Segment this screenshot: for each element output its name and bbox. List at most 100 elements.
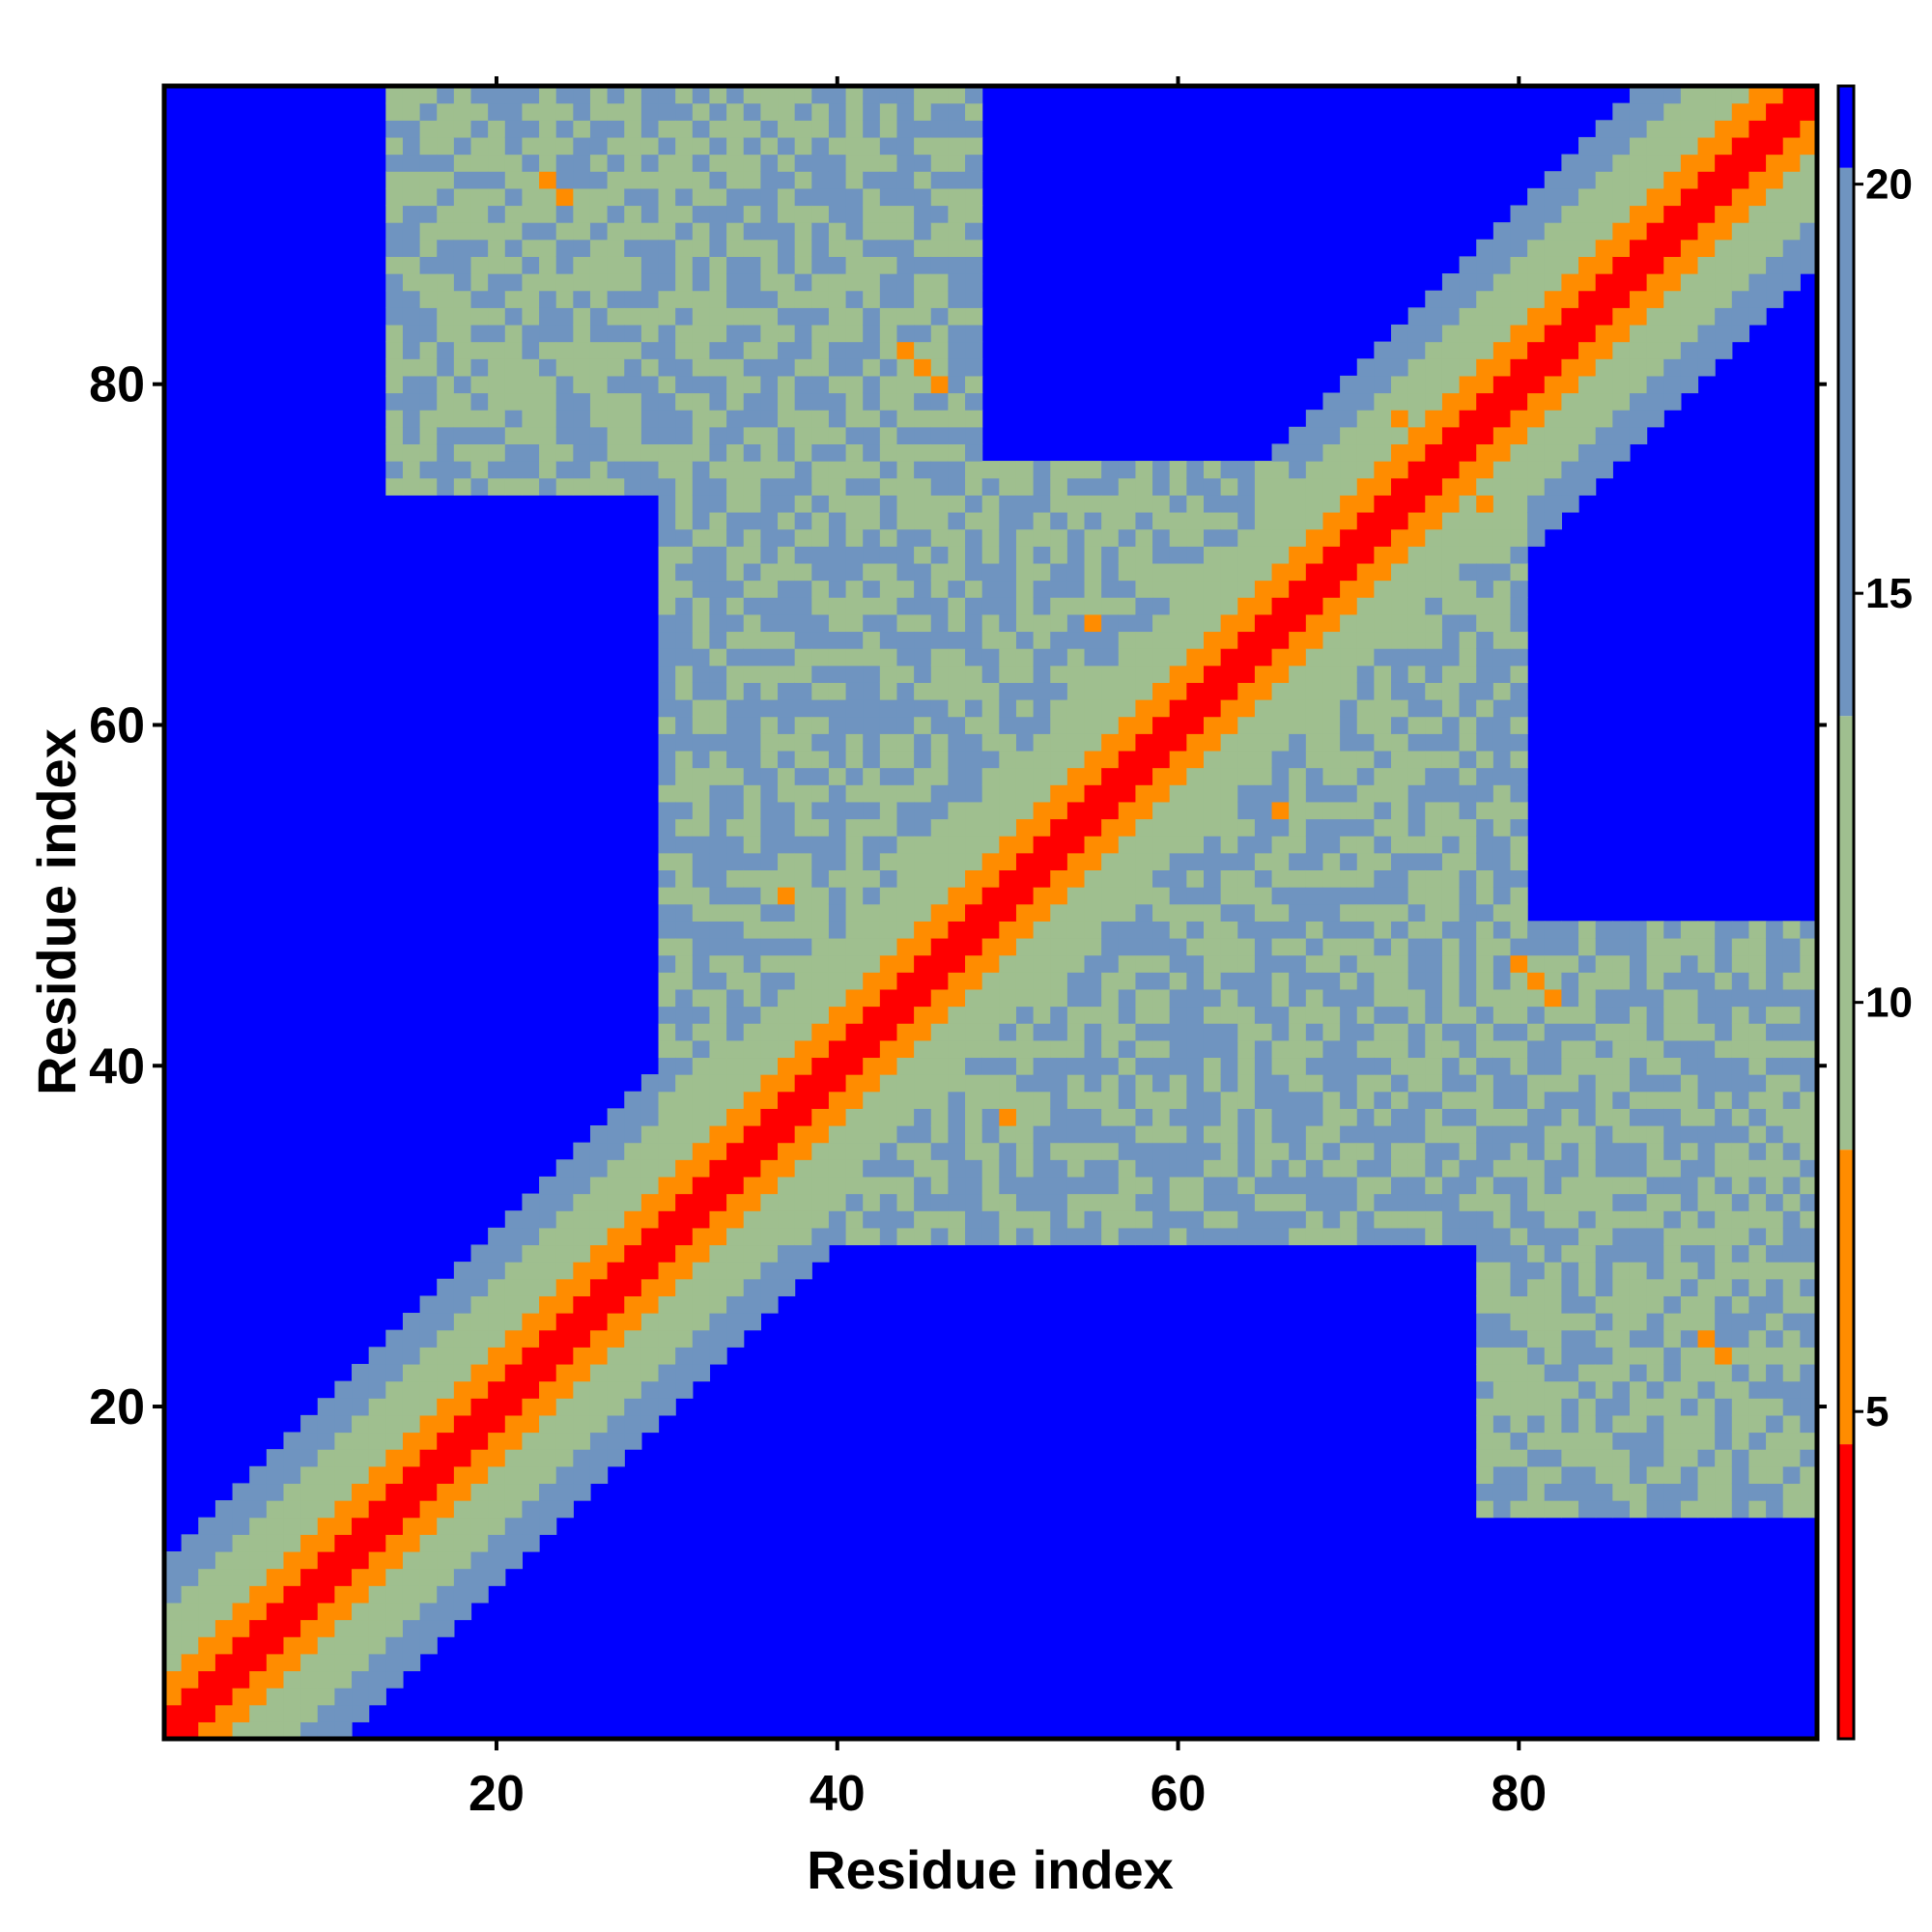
heatmap-cell: [1101, 546, 1120, 564]
heatmap-cell: [1492, 256, 1512, 274]
heatmap-cell: [1374, 682, 1392, 700]
heatmap-cell: [1289, 443, 1307, 462]
heatmap-cell: [607, 1262, 625, 1280]
heatmap-cell: [402, 256, 421, 274]
heatmap-cell: [896, 1210, 915, 1229]
heatmap-cell: [828, 750, 847, 769]
heatmap-cell: [1220, 954, 1238, 973]
heatmap-cell: [453, 392, 472, 411]
heatmap-cell: [1663, 341, 1682, 359]
heatmap-cell: [1356, 443, 1375, 462]
heatmap-cell: [1289, 767, 1307, 785]
heatmap-cell: [794, 307, 812, 326]
heatmap-cell: [1731, 86, 1750, 104]
heatmap-cell: [658, 426, 676, 445]
heatmap-cell: [1731, 1159, 1750, 1178]
heatmap-cell: [1476, 1074, 1494, 1093]
heatmap-cell: [1527, 988, 1546, 1008]
heatmap-cell: [1766, 1380, 1784, 1399]
heatmap-cell: [1492, 1262, 1512, 1280]
heatmap-cell: [488, 222, 506, 241]
heatmap-cell: [1152, 801, 1171, 820]
heatmap-cell: [1510, 1432, 1528, 1450]
heatmap-cell: [1663, 222, 1682, 241]
heatmap-cell: [948, 1124, 966, 1144]
heatmap-cell: [1356, 733, 1375, 752]
heatmap-cell: [1322, 392, 1341, 411]
heatmap-cell: [1441, 903, 1461, 922]
heatmap-cell: [1766, 205, 1784, 223]
heatmap-cell: [709, 1057, 727, 1075]
heatmap-cell: [1066, 1124, 1086, 1144]
heatmap-cell: [914, 1057, 932, 1075]
heatmap-cell: [488, 341, 506, 359]
heatmap-cell: [675, 120, 694, 138]
heatmap-cell: [1356, 495, 1375, 513]
heatmap-cell: [1748, 1329, 1767, 1348]
heatmap-cell: [352, 1380, 370, 1399]
heatmap-cell: [368, 1534, 386, 1552]
heatmap-cell: [811, 1159, 830, 1178]
heatmap-cell: [1015, 511, 1035, 530]
heatmap-cell: [300, 1585, 319, 1604]
heatmap-cell: [863, 1057, 881, 1075]
heatmap-cell: [1305, 921, 1324, 939]
heatmap-cell: [1118, 801, 1137, 820]
heatmap-cell: [948, 1159, 966, 1178]
heatmap-cell: [930, 1124, 949, 1144]
heatmap-cell: [607, 1278, 625, 1296]
heatmap-cell: [1254, 988, 1273, 1008]
heatmap-cell: [1731, 1483, 1750, 1501]
heatmap-cell: [811, 988, 830, 1008]
heatmap-cell: [930, 921, 949, 939]
heatmap-cell: [914, 86, 932, 104]
heatmap-cell: [1050, 767, 1068, 785]
heatmap-cell: [828, 1210, 847, 1229]
heatmap-cell: [283, 1721, 301, 1740]
heatmap-cell: [1646, 358, 1664, 377]
heatmap-cell: [863, 443, 881, 462]
heatmap-cell: [1407, 631, 1426, 649]
heatmap-cell: [317, 1704, 335, 1722]
heatmap-cell: [1237, 716, 1256, 734]
heatmap-cell: [573, 1329, 591, 1348]
heatmap-cell: [624, 205, 642, 223]
heatmap-cell: [811, 648, 830, 667]
heatmap-cell: [1459, 1006, 1477, 1024]
heatmap-cell: [1680, 1262, 1699, 1280]
heatmap-cell: [232, 1550, 250, 1570]
heatmap-cell: [1254, 937, 1273, 956]
heatmap-cell: [1407, 903, 1426, 922]
heatmap-cell: [385, 477, 404, 496]
heatmap-cell: [1407, 1142, 1426, 1160]
heatmap-cell: [214, 1500, 234, 1519]
heatmap-cell: [675, 324, 694, 343]
heatmap-cell: [1305, 1142, 1324, 1160]
heatmap-cell: [709, 1210, 727, 1229]
heatmap-cell: [828, 290, 847, 308]
heatmap-cell: [539, 324, 557, 343]
heatmap-cell: [1527, 1057, 1546, 1075]
heatmap-cell: [164, 1636, 183, 1655]
heatmap-cell: [1544, 1347, 1563, 1365]
heatmap-cell: [1169, 1193, 1187, 1211]
heatmap-cell: [828, 1039, 847, 1059]
heatmap-cell: [863, 1091, 881, 1109]
heatmap-cell: [1680, 921, 1699, 939]
heatmap-cell: [965, 426, 983, 445]
heatmap-cell: [948, 597, 966, 615]
heatmap-cell: [385, 1500, 404, 1519]
heatmap-cell: [1782, 136, 1801, 156]
heatmap-cell: [1492, 1500, 1512, 1519]
heatmap-cell: [965, 1142, 983, 1160]
heatmap-cell: [1033, 1006, 1051, 1024]
heatmap-cell: [1748, 290, 1767, 308]
heatmap-cell: [1340, 461, 1358, 479]
heatmap-cell: [1510, 836, 1528, 854]
heatmap-cell: [1374, 903, 1392, 922]
heatmap-cell: [1425, 443, 1443, 462]
heatmap-cell: [726, 1006, 745, 1024]
heatmap-cell: [1271, 937, 1290, 956]
heatmap-cell: [1356, 546, 1375, 564]
heatmap-cell: [1595, 954, 1613, 973]
